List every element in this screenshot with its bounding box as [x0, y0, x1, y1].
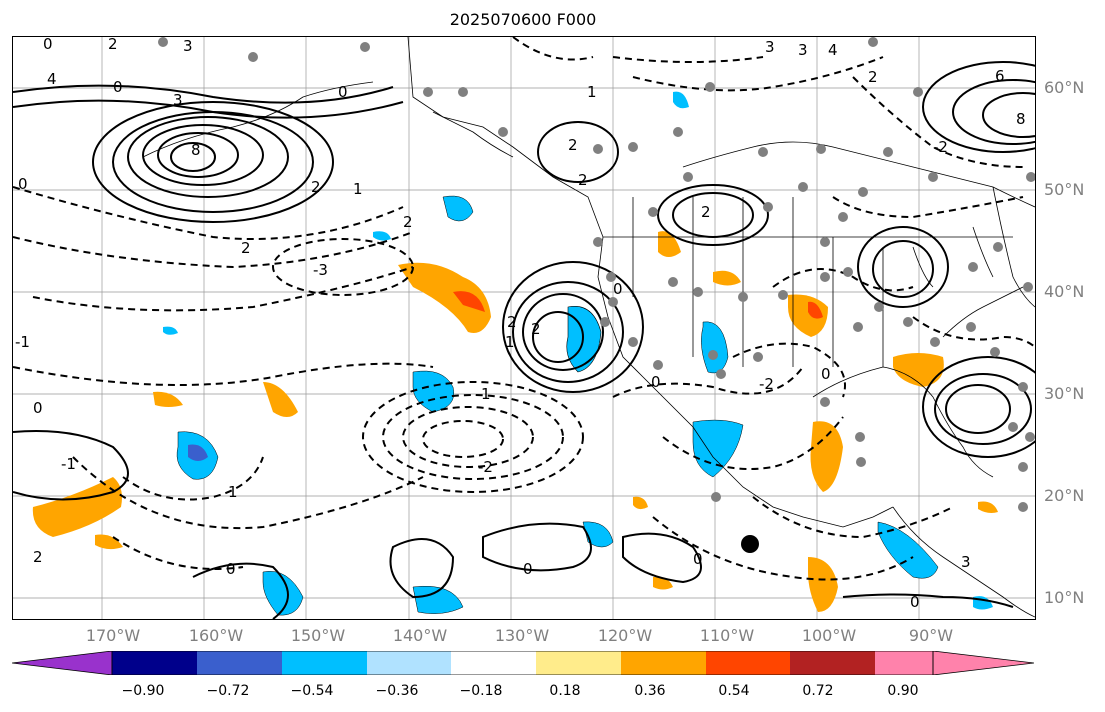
lon-label-150w: 150°W: [290, 626, 346, 645]
contour-labels: 0 2 3 4 0 3 8 0 2 1 2 1 2 0 2 3 2 -3 2 2…: [15, 37, 1026, 611]
svg-text:2: 2: [531, 320, 541, 338]
colorbar-segment-5: [451, 651, 536, 675]
svg-text:2: 2: [403, 213, 413, 231]
map-canvas: 0 2 3 4 0 3 8 0 2 1 2 1 2 0 2 3 2 -3 2 2…: [13, 37, 1035, 619]
svg-text:0: 0: [113, 78, 123, 96]
svg-text:0: 0: [651, 373, 661, 391]
svg-text:4: 4: [47, 70, 57, 88]
svg-text:-2: -2: [478, 458, 493, 476]
colorbar-segment-10-arrow: [932, 651, 1034, 675]
svg-text:0: 0: [910, 593, 920, 611]
lon-label-100w: 100°W: [801, 626, 857, 645]
svg-text:2: 2: [568, 136, 578, 154]
lon-label-120w: 120°W: [597, 626, 653, 645]
colorbar-segment-9: [790, 651, 875, 675]
colorbar-tick: −0.36: [375, 683, 419, 699]
svg-text:0: 0: [693, 550, 703, 568]
svg-text:2: 2: [578, 171, 588, 189]
colorbar-segment-8: [706, 651, 790, 675]
lat-label-40n: 40°N: [1044, 282, 1085, 301]
solid-contours: [13, 61, 1035, 619]
svg-text:0: 0: [43, 37, 53, 53]
colorbar-tick: 0.36: [634, 683, 666, 699]
lat-label-30n: 30°N: [1044, 384, 1085, 403]
lat-label-60n: 60°N: [1044, 78, 1085, 97]
svg-text:0: 0: [338, 83, 348, 101]
svg-text:2: 2: [108, 37, 118, 53]
svg-text:8: 8: [191, 141, 201, 159]
svg-text:-3: -3: [313, 261, 328, 279]
svg-text:0: 0: [226, 560, 236, 578]
svg-text:1: 1: [228, 483, 238, 501]
svg-text:3: 3: [961, 553, 971, 571]
colorbar-segment-2: [197, 651, 282, 675]
colorbar-segment-4: [367, 651, 451, 675]
colorbar-segment-10: [875, 651, 933, 675]
svg-text:2: 2: [701, 203, 711, 221]
map-title: 2025070600 F000: [449, 10, 597, 29]
svg-text:0: 0: [33, 399, 43, 417]
svg-text:-1: -1: [15, 333, 30, 351]
svg-text:0: 0: [523, 560, 533, 578]
colorbar-tick: −0.72: [206, 683, 250, 699]
lat-label-50n: 50°N: [1044, 180, 1085, 199]
svg-text:1: 1: [505, 333, 515, 351]
svg-text:-1: -1: [61, 455, 76, 473]
colorbar-tick: −0.54: [290, 683, 334, 699]
lon-label-130w: 130°W: [494, 626, 550, 645]
lat-label-10n: 10°N: [1044, 588, 1085, 607]
colorbar-tick: 0.72: [802, 683, 834, 699]
svg-text:1: 1: [353, 180, 363, 198]
svg-text:0: 0: [613, 280, 623, 298]
svg-text:0: 0: [821, 365, 831, 383]
svg-text:2: 2: [868, 68, 878, 86]
dashed-contours: [13, 37, 1035, 581]
marker-dot: [741, 535, 759, 553]
lon-label-110w: 110°W: [699, 626, 755, 645]
colorbar-segment-3: [282, 651, 367, 675]
colorbar-segment-7: [621, 651, 706, 675]
svg-text:8: 8: [1016, 110, 1026, 128]
lon-label-170w: 170°W: [85, 626, 141, 645]
svg-text:-2: -2: [759, 375, 774, 393]
colorbar: [12, 651, 1034, 675]
lon-label-90w: 90°W: [908, 626, 954, 645]
colorbar-segment-6: [536, 651, 621, 675]
svg-text:3: 3: [765, 38, 775, 56]
svg-text:-2: -2: [933, 138, 948, 156]
svg-text:2: 2: [311, 178, 321, 196]
colorbar-tick: −0.18: [459, 683, 503, 699]
colorbar-tick: 0.18: [549, 683, 581, 699]
coastlines: [142, 37, 1035, 618]
lon-label-140w: 140°W: [392, 626, 448, 645]
lon-label-160w: 160°W: [188, 626, 244, 645]
colorbar-tick: 0.54: [718, 683, 750, 699]
svg-text:2: 2: [241, 239, 251, 257]
lat-label-20n: 20°N: [1044, 486, 1085, 505]
station-dots: [158, 37, 1035, 512]
colorbar-segment-1: [112, 651, 197, 675]
svg-text:6: 6: [995, 67, 1005, 85]
svg-text:1: 1: [481, 385, 491, 403]
svg-text:2: 2: [33, 548, 43, 566]
map-panel: 0 2 3 4 0 3 8 0 2 1 2 1 2 0 2 3 2 -3 2 2…: [12, 36, 1036, 620]
svg-text:1: 1: [587, 83, 597, 101]
svg-text:4: 4: [828, 41, 838, 59]
colorbar-tick: 0.90: [887, 683, 919, 699]
svg-text:3: 3: [798, 41, 808, 59]
svg-text:0: 0: [18, 175, 28, 193]
colorbar-tick: −0.90: [121, 683, 165, 699]
svg-text:2: 2: [507, 313, 517, 331]
svg-text:3: 3: [183, 37, 193, 55]
svg-text:3: 3: [173, 91, 183, 109]
colorbar-segment-0: [12, 651, 113, 675]
